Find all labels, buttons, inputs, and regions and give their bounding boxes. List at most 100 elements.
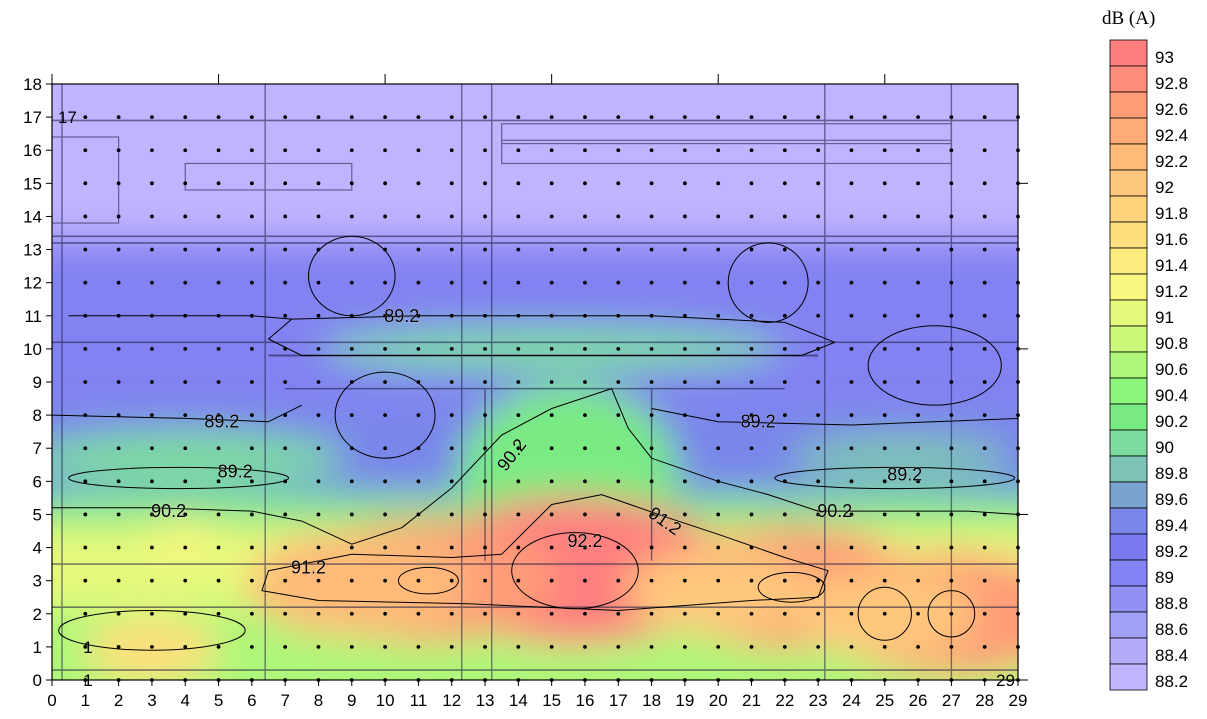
measurement-point <box>549 413 554 418</box>
measurement-point <box>449 280 454 285</box>
measurement-point <box>116 313 121 318</box>
measurement-point <box>416 578 421 583</box>
measurement-point <box>916 446 920 451</box>
measurement-point <box>216 313 221 318</box>
y-tick-label: 5 <box>33 505 42 524</box>
measurement-point <box>83 413 88 418</box>
measurement-point <box>416 380 421 384</box>
legend-swatch <box>1109 351 1148 379</box>
measurement-point <box>483 115 487 120</box>
measurement-point <box>283 247 288 252</box>
measurement-point <box>949 578 954 583</box>
measurement-point <box>616 413 621 418</box>
measurement-point <box>549 214 554 219</box>
measurement-point <box>116 214 121 219</box>
measurement-point <box>316 313 321 318</box>
y-tick-label: 2 <box>33 605 42 624</box>
measurement-point <box>216 380 221 384</box>
measurement-point <box>583 214 587 219</box>
measurement-point <box>849 644 854 649</box>
measurement-point <box>749 512 754 517</box>
measurement-point <box>982 280 987 285</box>
y-tick-label: 0 <box>33 671 42 690</box>
measurement-point <box>83 148 88 153</box>
measurement-point <box>83 644 88 649</box>
legend-swatch <box>1109 403 1148 431</box>
measurement-point <box>183 181 188 186</box>
measurement-point <box>183 380 188 384</box>
measurement-point <box>949 148 954 153</box>
measurement-point <box>982 446 987 451</box>
measurement-point <box>283 512 288 517</box>
measurement-point <box>150 181 154 186</box>
x-tick-label: 12 <box>442 691 461 710</box>
measurement-point <box>616 611 621 616</box>
measurement-point <box>649 578 654 583</box>
measurement-point <box>849 611 854 616</box>
measurement-point <box>349 578 354 583</box>
measurement-point <box>183 512 188 517</box>
measurement-point <box>516 280 521 285</box>
measurement-point <box>682 247 687 252</box>
measurement-point <box>882 280 887 285</box>
measurement-point <box>849 346 854 351</box>
measurement-point <box>183 247 188 252</box>
measurement-point <box>516 479 521 484</box>
legend-label: 88.8 <box>1155 594 1188 613</box>
measurement-point <box>849 413 854 418</box>
x-tick-label: 15 <box>542 691 561 710</box>
measurement-point <box>416 479 421 484</box>
measurement-point <box>383 247 388 252</box>
measurement-point <box>150 512 154 517</box>
measurement-point <box>483 148 487 153</box>
measurement-point <box>349 512 354 517</box>
measurement-point <box>649 247 654 252</box>
right-axis-ticks <box>1018 182 1028 681</box>
measurement-point <box>716 346 721 351</box>
measurement-point <box>449 181 454 186</box>
point-number-label: 29 <box>996 671 1015 690</box>
measurement-point <box>516 512 521 517</box>
legend-label: 89.4 <box>1155 516 1188 535</box>
x-tick-label: 24 <box>842 691 861 710</box>
legend-swatch <box>1109 637 1148 665</box>
measurement-point <box>283 644 288 649</box>
measurement-point <box>583 578 587 583</box>
measurement-point <box>116 479 121 484</box>
measurement-point <box>183 611 188 616</box>
contour-92-2-b <box>757 571 826 603</box>
measurement-point <box>416 545 421 550</box>
measurement-point <box>416 644 421 649</box>
measurement-point <box>150 247 154 252</box>
contour-92-2-a <box>397 566 459 595</box>
measurement-point <box>782 512 787 517</box>
measurement-point <box>349 380 354 384</box>
measurement-point <box>816 148 821 153</box>
x-tick-label: 16 <box>576 691 595 710</box>
measurement-point <box>216 479 221 484</box>
measurement-point <box>83 380 88 384</box>
measurement-point <box>716 313 721 318</box>
x-tick-label: 11 <box>410 691 428 710</box>
contour-89-2-band-left <box>68 466 290 490</box>
legend-label: 91.4 <box>1155 256 1188 275</box>
measurement-point <box>383 346 388 351</box>
measurement-point <box>416 413 421 418</box>
x-tick-label: 22 <box>775 691 794 710</box>
measurement-point <box>616 247 621 252</box>
x-tick-label: 18 <box>642 691 661 710</box>
legend-title: dB (A) <box>1102 8 1155 29</box>
measurement-point <box>516 313 521 318</box>
measurement-point <box>916 214 920 219</box>
x-axis: 0 1 2 3 4 5 6 7 8 9 10 11 12 13 14 15 16 17 18 19 20 21 22 23 24… <box>47 680 1027 710</box>
measurement-point <box>483 280 487 285</box>
measurement-point <box>849 512 854 517</box>
measurement-point <box>749 413 754 418</box>
measurement-point <box>283 380 288 384</box>
x-tick-label: 25 <box>875 691 894 710</box>
measurement-point <box>483 380 487 384</box>
contour-90-6-left <box>58 609 246 651</box>
y-tick-label: 6 <box>33 472 42 491</box>
measurement-point <box>150 313 154 318</box>
x-tick-label: 8 <box>314 691 323 710</box>
